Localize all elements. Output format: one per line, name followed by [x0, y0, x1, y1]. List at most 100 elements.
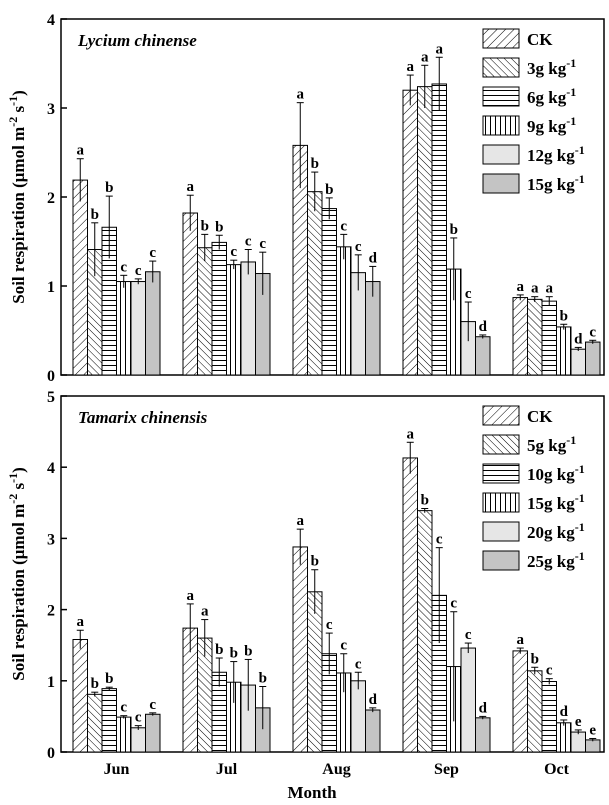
- x-tick-label: Aug: [322, 761, 350, 778]
- significance-label: c: [259, 236, 266, 252]
- significance-label: d: [479, 319, 488, 335]
- bar: [226, 264, 242, 376]
- significance-label: d: [479, 700, 488, 716]
- significance-label: b: [325, 182, 333, 198]
- significance-label: c: [546, 663, 553, 679]
- y-tick-label: 0: [47, 745, 55, 762]
- panel-title: Lycium chinense: [77, 31, 197, 50]
- significance-label: b: [560, 308, 568, 324]
- significance-label: c: [340, 218, 347, 234]
- y-tick-label: 2: [47, 603, 55, 620]
- legend-label: CK: [527, 407, 553, 426]
- bar: [556, 722, 572, 753]
- significance-label: a: [187, 179, 195, 195]
- significance-label: a: [187, 588, 195, 604]
- panel-tamarix: 0 1 2 3 4 5 Jun Jul Aug Sep Oct Soil respiration (μ…: [6, 389, 605, 778]
- bar: [512, 650, 528, 753]
- significance-label: b: [91, 676, 99, 692]
- bar: [402, 89, 418, 376]
- legend-swatch: [482, 492, 520, 513]
- x-tick-label: Jun: [104, 761, 130, 778]
- significance-label: c: [149, 697, 156, 713]
- significance-label: c: [135, 710, 142, 726]
- significance-label: b: [259, 670, 267, 686]
- significance-label: a: [421, 49, 429, 65]
- significance-label: b: [215, 219, 223, 235]
- significance-label: c: [245, 234, 252, 250]
- significance-label: c: [589, 324, 596, 340]
- bar: [527, 670, 543, 753]
- legend-swatch: [482, 173, 520, 194]
- significance-label: c: [465, 627, 472, 643]
- significance-label: b: [311, 156, 319, 172]
- bar: [116, 281, 132, 376]
- panel-lycium: 0 1 2 3 4 Soil respiration (μmol m-2 s-1) Lyci…: [6, 12, 605, 385]
- significance-label: d: [369, 250, 378, 266]
- legend-swatch: [482, 434, 520, 455]
- significance-label: c: [340, 638, 347, 654]
- bar: [101, 688, 117, 753]
- significance-label: c: [135, 263, 142, 279]
- y-tick-label: 1: [47, 674, 55, 691]
- significance-label: a: [297, 513, 305, 529]
- bar: [130, 727, 146, 753]
- significance-label: c: [326, 617, 333, 633]
- bar: [72, 179, 88, 376]
- bar: [116, 716, 132, 753]
- legend-label: 6g kg-1: [527, 85, 576, 107]
- bar: [512, 297, 528, 376]
- legend-label: CK: [527, 30, 553, 49]
- bar: [417, 86, 433, 376]
- x-tick-label: Oct: [544, 761, 570, 778]
- legend-swatch: [482, 86, 520, 107]
- significance-label: a: [407, 59, 415, 75]
- significance-label: a: [77, 614, 85, 630]
- legend-swatch: [482, 463, 520, 484]
- legend-label: 15g kg-1: [527, 172, 585, 194]
- legend-label: 9g kg-1: [527, 114, 576, 136]
- bar: [145, 713, 161, 753]
- legend-label: 12g kg-1: [527, 143, 585, 165]
- significance-label: c: [465, 286, 472, 302]
- y-tick-label: 1: [47, 279, 55, 296]
- bar: [350, 680, 366, 753]
- bar: [417, 510, 433, 753]
- significance-label: a: [517, 279, 525, 295]
- bar: [570, 731, 586, 753]
- bar: [87, 693, 103, 753]
- bar: [585, 739, 601, 753]
- significance-label: b: [215, 642, 223, 658]
- bar: [402, 457, 418, 753]
- significance-label: b: [201, 218, 209, 234]
- y-axis-title: Soil respiration (μmol m-2 s-1): [6, 467, 28, 681]
- legend-swatch: [482, 550, 520, 571]
- significance-label: a: [407, 426, 415, 442]
- bar: [130, 281, 146, 376]
- bar: [527, 298, 543, 376]
- significance-label: b: [450, 222, 458, 238]
- y-tick-label: 3: [47, 101, 55, 118]
- legend-label: 20g kg-1: [527, 520, 585, 542]
- bar: [475, 336, 491, 376]
- significance-label: b: [91, 207, 99, 223]
- bar: [321, 208, 337, 376]
- legend-swatch: [482, 115, 520, 136]
- legend-label: 3g kg-1: [527, 56, 576, 78]
- panel-title: Tamarix chinensis: [78, 408, 208, 427]
- significance-label: c: [120, 259, 127, 275]
- significance-label: c: [450, 596, 457, 612]
- y-tick-label: 3: [47, 531, 55, 548]
- bar: [541, 681, 557, 753]
- bar: [145, 271, 161, 376]
- bar: [336, 246, 352, 376]
- legend-swatch: [482, 28, 520, 49]
- significance-label: a: [201, 604, 209, 620]
- bar: [475, 717, 491, 753]
- significance-label: b: [105, 180, 113, 196]
- bar: [307, 191, 323, 376]
- bar: [365, 709, 381, 753]
- legend-swatch: [482, 57, 520, 78]
- y-axis-title: Soil respiration (μmol m-2 s-1): [6, 90, 28, 304]
- significance-label: c: [436, 532, 443, 548]
- legend-label: 25g kg-1: [527, 549, 585, 571]
